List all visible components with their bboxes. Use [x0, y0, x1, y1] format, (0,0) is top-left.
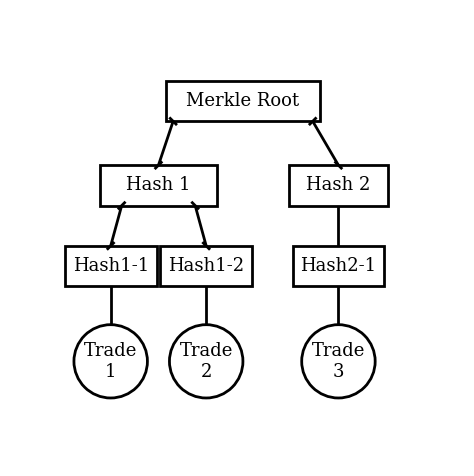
Bar	[160, 246, 252, 286]
Text: Hash1-1: Hash1-1	[73, 257, 149, 275]
Circle shape	[170, 325, 243, 398]
Circle shape	[74, 325, 147, 398]
Text: Hash 2: Hash 2	[306, 177, 371, 194]
Text: Hash2-1: Hash2-1	[301, 257, 376, 275]
Bar	[100, 165, 217, 206]
Bar	[289, 165, 388, 206]
Bar	[292, 246, 384, 286]
Text: Hash1-2: Hash1-2	[168, 257, 244, 275]
Text: Trade
1: Trade 1	[84, 342, 137, 381]
Circle shape	[301, 325, 375, 398]
Text: Trade
2: Trade 2	[180, 342, 233, 381]
Text: Hash 1: Hash 1	[126, 177, 191, 194]
Text: Trade
3: Trade 3	[312, 342, 365, 381]
Bar	[166, 81, 320, 121]
Text: Merkle Root: Merkle Root	[186, 92, 300, 110]
Bar	[65, 246, 156, 286]
